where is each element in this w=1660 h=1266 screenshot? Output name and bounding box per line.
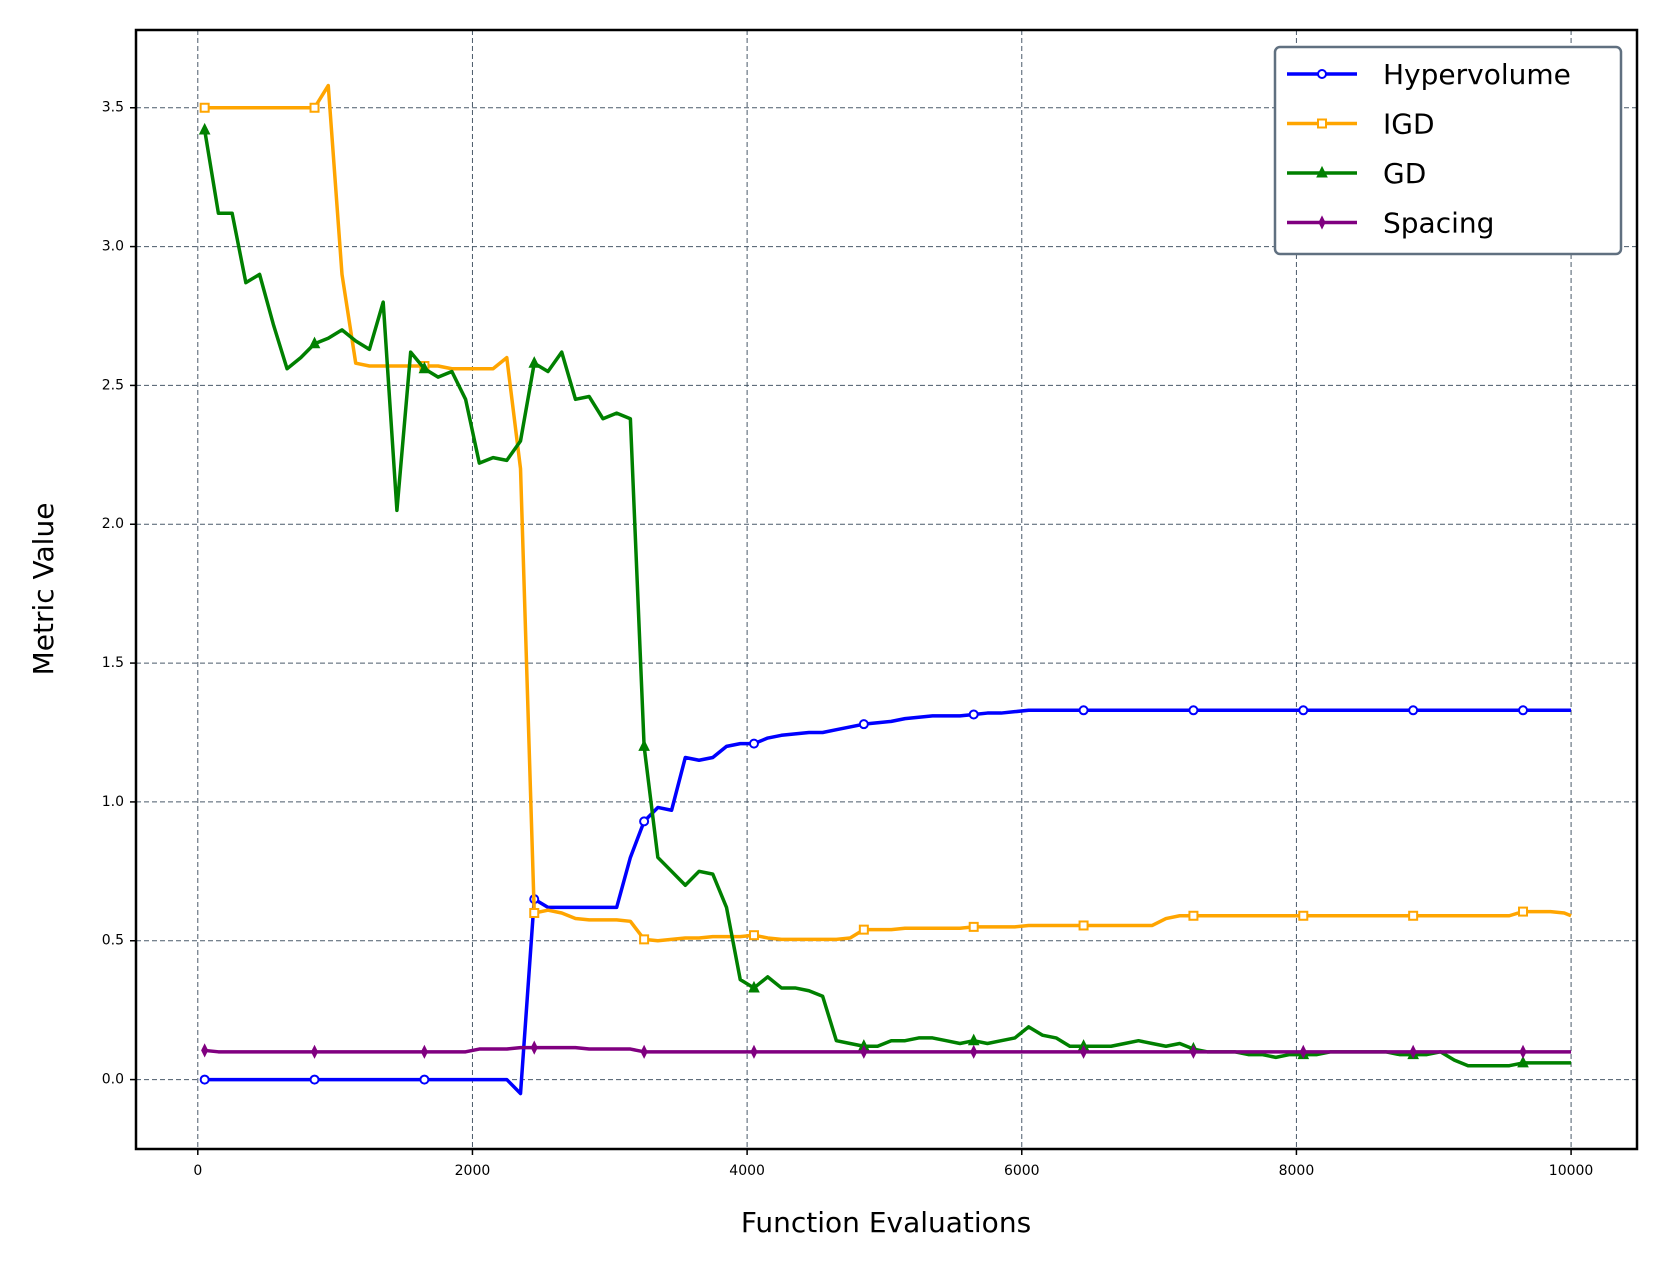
y-tick-label: 0.0 [102,1072,124,1088]
marker [748,980,760,993]
y-tick-label: 1.0 [102,794,124,810]
marker [1518,906,1529,917]
marker [970,1044,978,1059]
marker [420,1044,428,1059]
marker [858,719,869,730]
marker [1188,705,1199,716]
marker [1408,705,1419,716]
y-tick-label: 2.0 [102,516,124,532]
marker [529,907,540,918]
marker [199,102,210,113]
legend-marker [1317,118,1327,129]
legend-label: Hypervolume [1383,58,1571,91]
marker [748,738,759,749]
marker [309,102,320,113]
marker [968,921,979,932]
x-tick-label: 4000 [729,1163,765,1179]
marker [419,1074,430,1085]
marker [199,1074,210,1085]
marker [748,930,759,941]
legend-label: Spacing [1383,207,1494,240]
y-tick-label: 3.0 [102,239,124,255]
series-line [204,708,1572,1096]
y-tick-label: 1.5 [102,655,124,671]
legend-marker [1317,69,1327,79]
marker [860,1044,868,1059]
x-tick-label: 2000 [455,1163,491,1179]
marker [639,934,650,945]
x-tick-label: 6000 [1004,1163,1040,1179]
legend-label: GD [1383,157,1426,190]
marker [1517,1055,1529,1068]
marker [638,739,650,751]
series-line [204,1045,1572,1054]
marker [530,1040,538,1055]
x-tick-label: 10000 [1549,1163,1594,1179]
marker [1519,1044,1527,1059]
marker [310,1044,319,1059]
marker [308,336,321,349]
marker [1080,1044,1088,1059]
marker [198,122,211,135]
marker [201,1043,209,1058]
marker [1078,920,1089,931]
marker [1188,910,1199,921]
legend-marker [1318,215,1326,230]
marker [1298,910,1309,921]
marker [418,361,431,374]
marker [640,1044,648,1059]
x-axis-label: Function Evaluations [741,1206,1031,1239]
marker [1299,1044,1307,1059]
marker [1298,705,1309,716]
y-tick-label: 2.5 [102,377,124,393]
x-tick-label: 0 [193,1163,202,1179]
x-tick-label: 8000 [1279,1163,1315,1179]
marker [528,356,541,368]
marker [639,816,650,827]
series-line [202,129,1572,1068]
marker [1078,705,1089,716]
plot-frame [134,28,1639,1151]
legend-box [1273,45,1623,256]
legend-label: IGD [1383,108,1435,141]
legend-marker [1316,165,1328,178]
marker [750,1044,758,1059]
y-axis-label: Metric Value [27,503,60,676]
marker [1409,1044,1417,1059]
y-tick-label: 3.5 [102,100,124,116]
marker [858,924,869,935]
marker [1189,1044,1197,1059]
marker [1408,910,1419,921]
marker [1518,705,1529,716]
marker [968,709,979,720]
marker [309,1074,320,1085]
y-tick-label: 0.5 [102,933,124,949]
series-line [204,83,1572,943]
